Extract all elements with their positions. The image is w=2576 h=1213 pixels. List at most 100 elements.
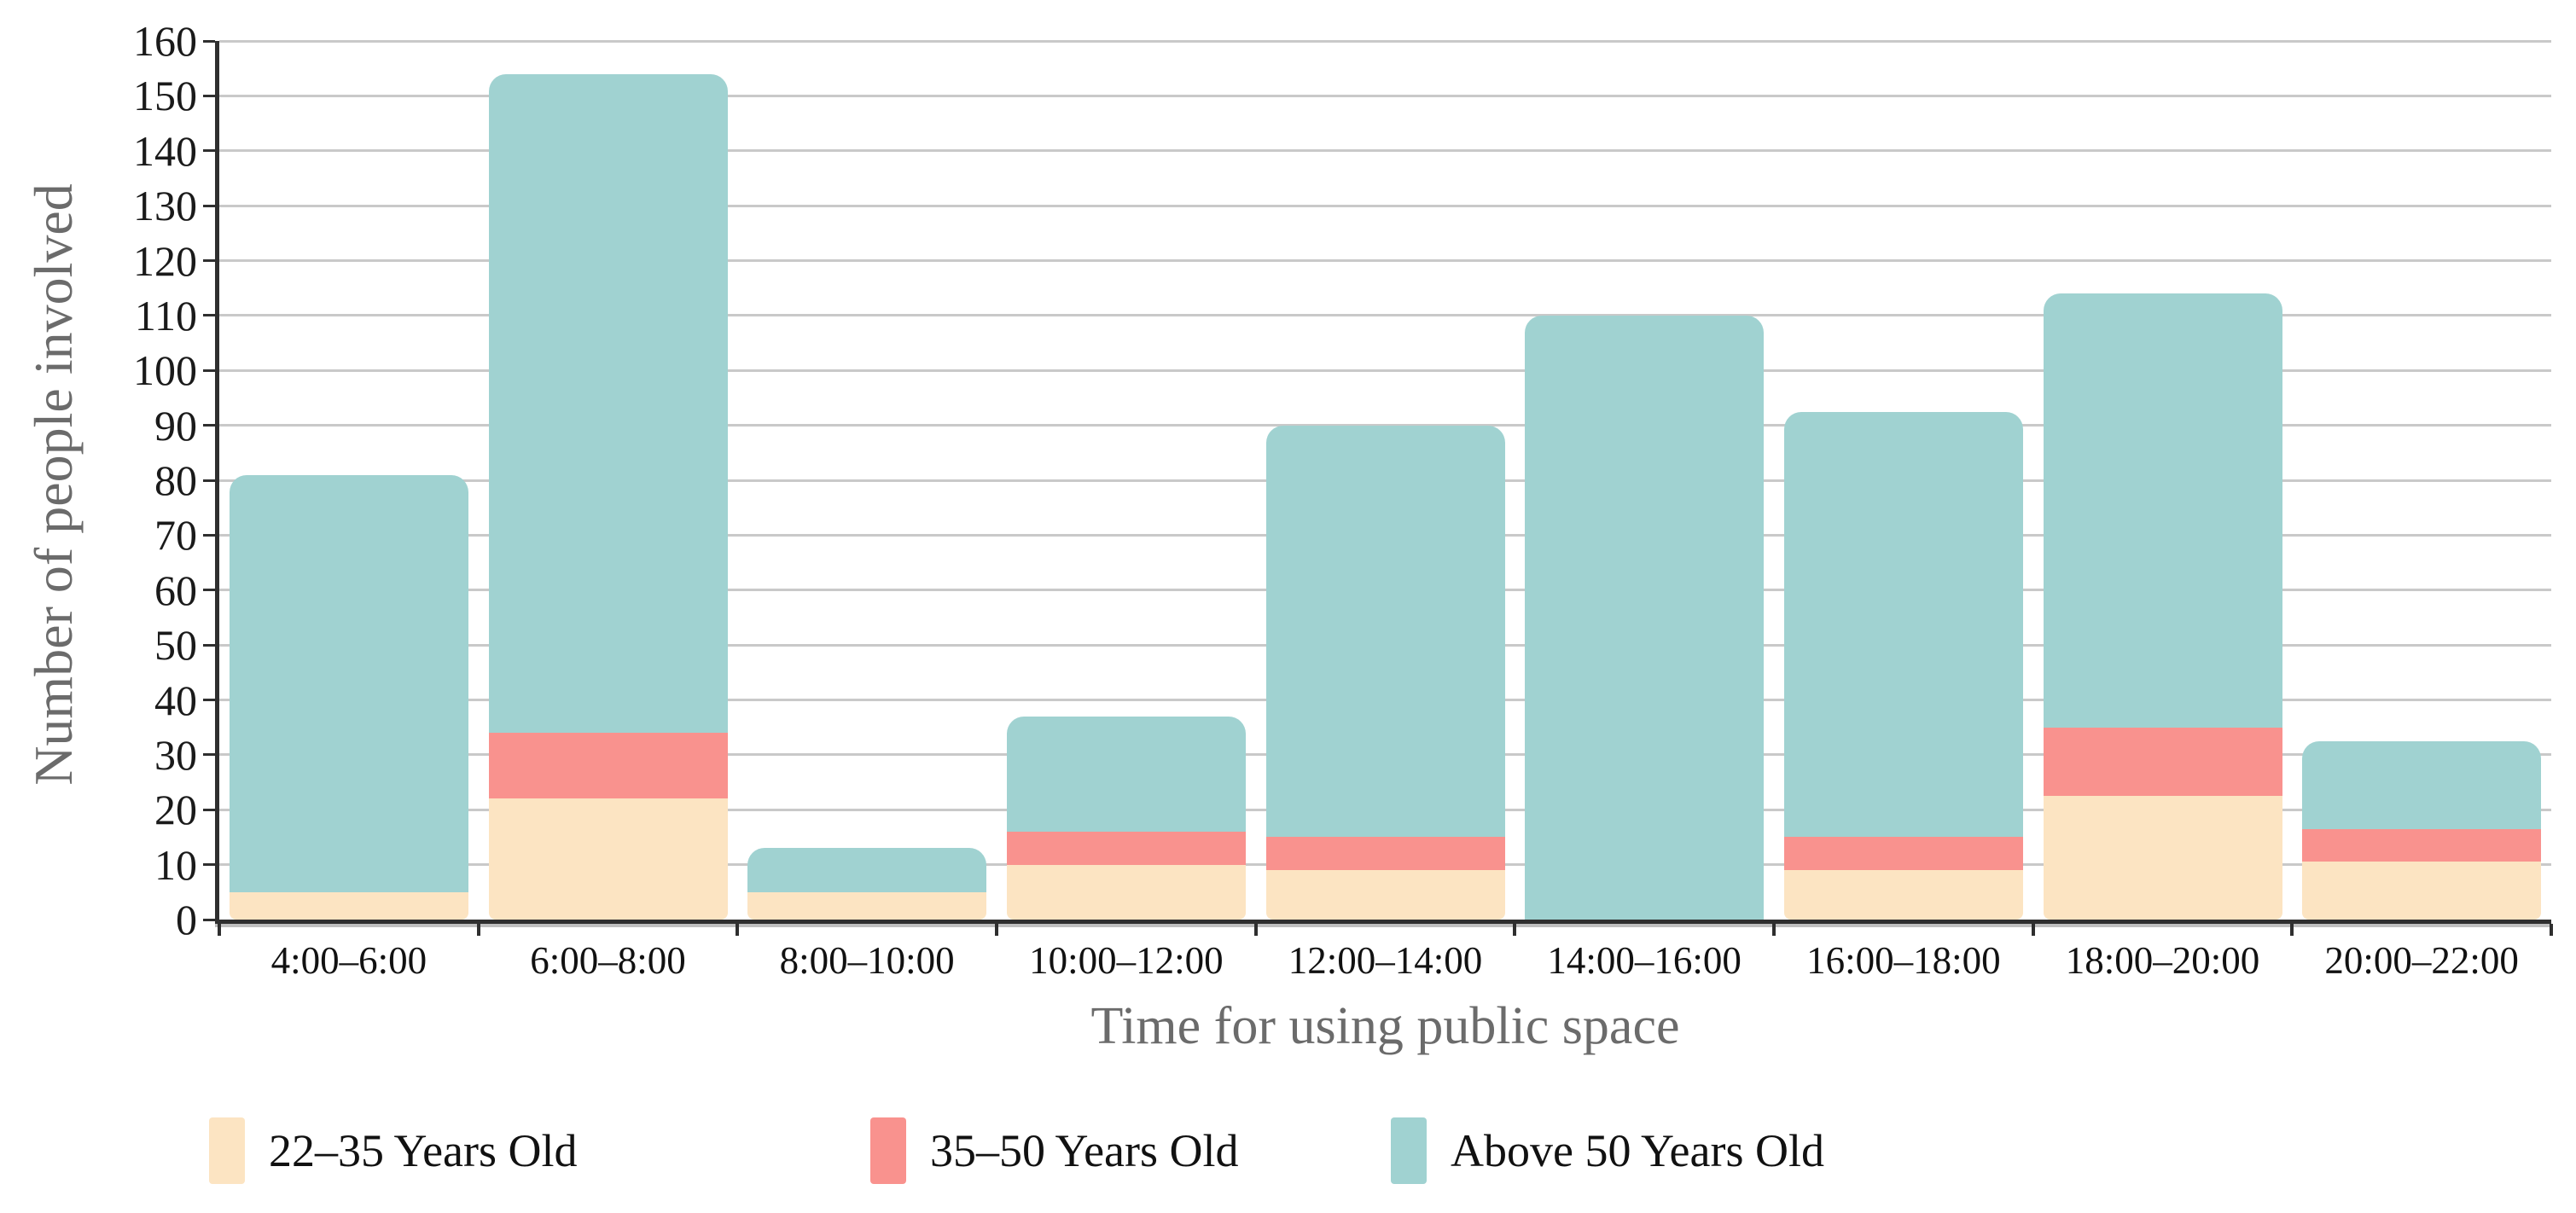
x-axis-title: Time for using public space <box>1090 997 1680 1055</box>
legend-label: Above 50 Years Old <box>1451 1125 1824 1176</box>
y-tick-label-80: 80 <box>154 456 197 504</box>
x-tick-mark-4 <box>1253 924 1258 936</box>
y-tick-label-60: 60 <box>154 566 197 614</box>
segment-35-50-years-old <box>2302 828 2542 862</box>
x-tick-label-6: 16:00–18:00 <box>1806 939 2001 982</box>
bar-10-00-12-00 <box>1006 716 1246 920</box>
y-tick-label-30: 30 <box>154 730 197 779</box>
segment-above-50-years-old <box>1265 425 1505 838</box>
bar-16-00-18-00 <box>1783 411 2023 920</box>
segment-22-35-years-old <box>488 798 728 920</box>
y-axis-line <box>215 41 219 920</box>
y-tick-label-150: 150 <box>133 72 197 120</box>
segment-35-50-years-old <box>2043 727 2282 797</box>
y-tick-label-40: 40 <box>154 676 197 724</box>
y-tick-label-130: 130 <box>133 182 197 230</box>
y-tick-label-20: 20 <box>154 786 197 834</box>
gridline-140 <box>219 149 2551 153</box>
y-tick-mark-140 <box>203 149 215 153</box>
gridline-120 <box>219 259 2551 262</box>
y-tick-label-100: 100 <box>133 346 197 395</box>
y-tick-label-10: 10 <box>154 840 197 889</box>
x-tick-label-2: 8:00–10:00 <box>779 939 955 982</box>
y-tick-label-110: 110 <box>134 291 197 340</box>
y-tick-mark-120 <box>203 259 215 262</box>
segment-above-50-years-old <box>2302 740 2542 829</box>
y-tick-mark-20 <box>203 808 215 811</box>
segment-22-35-years-old <box>1783 870 2023 920</box>
x-tick-mark-5 <box>1513 924 1517 936</box>
y-tick-label-0: 0 <box>176 896 197 943</box>
y-tick-mark-150 <box>203 94 215 97</box>
segment-22-35-years-old <box>1006 864 1246 920</box>
y-tick-mark-30 <box>203 753 215 757</box>
segment-above-50-years-old <box>229 474 468 892</box>
x-tick-mark-6 <box>1772 924 1776 936</box>
legend-swatch-icon <box>209 1117 245 1184</box>
x-axis-line <box>215 920 2551 924</box>
x-tick-label-5: 14:00–16:00 <box>1547 939 1742 982</box>
gridline-130 <box>219 204 2551 207</box>
x-tick-label-7: 18:00–20:00 <box>2065 939 2260 982</box>
y-tick-label-160: 160 <box>133 17 197 65</box>
x-tick-mark-1 <box>476 924 480 936</box>
segment-above-50-years-old <box>2043 293 2282 728</box>
legend-item-above-50-years-old: Above 50 Years Old <box>1391 1117 1824 1184</box>
gridline-110 <box>219 314 2551 317</box>
x-tick-label-1: 6:00–8:00 <box>530 939 686 982</box>
segment-35-50-years-old <box>1265 837 1505 871</box>
y-tick-mark-90 <box>203 424 215 427</box>
x-tick-mark-0 <box>218 924 221 936</box>
bar-6-00-8-00 <box>488 73 728 920</box>
y-tick-mark-70 <box>203 533 215 537</box>
x-tick-mark-7 <box>2031 924 2035 936</box>
segment-35-50-years-old <box>1006 832 1246 865</box>
segment-22-35-years-old <box>2302 862 2542 920</box>
segment-above-50-years-old <box>1783 411 2023 838</box>
x-tick-label-0: 4:00–6:00 <box>270 939 427 982</box>
segment-35-50-years-old <box>1783 837 2023 871</box>
x-tick-label-3: 10:00–12:00 <box>1029 939 1224 982</box>
legend: 22–35 Years Old 35–50 Years Old Above 50 Y… <box>0 1117 2576 1203</box>
segment-above-50-years-old <box>747 848 987 892</box>
x-tick-mark-8 <box>2290 924 2294 936</box>
legend-swatch-icon <box>870 1117 906 1184</box>
legend-label: 35–50 Years Old <box>930 1125 1239 1176</box>
gridline-100 <box>219 369 2551 372</box>
segment-above-50-years-old <box>488 73 728 734</box>
y-tick-label-70: 70 <box>154 511 197 560</box>
x-tick-label-4: 12:00–14:00 <box>1288 939 1483 982</box>
y-tick-mark-130 <box>203 204 215 207</box>
x-tick-mark-9 <box>2550 924 2553 936</box>
bar-20-00-22-00 <box>2302 740 2542 920</box>
y-tick-mark-100 <box>203 369 215 372</box>
x-tick-label-8: 20:00–22:00 <box>2324 939 2519 982</box>
segment-22-35-years-old <box>229 891 468 920</box>
segment-22-35-years-old <box>1265 870 1505 920</box>
bar-14-00-16-00 <box>1525 315 1765 920</box>
bar-8-00-10-00 <box>747 848 987 920</box>
legend-item-22-35-years-old: 22–35 Years Old <box>209 1117 578 1184</box>
y-tick-label-50: 50 <box>154 621 197 670</box>
y-tick-mark-0 <box>203 918 215 921</box>
y-tick-mark-40 <box>203 699 215 701</box>
y-tick-mark-80 <box>203 479 215 482</box>
y-tick-label-90: 90 <box>154 401 197 450</box>
gridline-150 <box>219 94 2551 97</box>
y-tick-mark-60 <box>203 589 215 592</box>
x-tick-mark-2 <box>736 924 740 936</box>
segment-22-35-years-old <box>747 891 987 920</box>
gridline-160 <box>219 39 2551 43</box>
legend-label: 22–35 Years Old <box>269 1125 578 1176</box>
plot-area: 0 10 20 30 40 50 60 70 80 90 100 110 120 130 140 150 160… <box>133 17 2553 982</box>
y-axis-title: Number of people involved <box>23 183 84 786</box>
legend-swatch-icon <box>1391 1117 1427 1184</box>
segment-35-50-years-old <box>488 733 728 799</box>
segment-above-50-years-old <box>1006 716 1246 832</box>
legend-item-35-50-years-old: 35–50 Years Old <box>870 1117 1239 1184</box>
bar-18-00-20-00 <box>2043 293 2282 920</box>
bar-4-00-6-00 <box>229 474 468 920</box>
segment-22-35-years-old <box>2043 796 2282 920</box>
y-tick-label-120: 120 <box>133 236 197 285</box>
